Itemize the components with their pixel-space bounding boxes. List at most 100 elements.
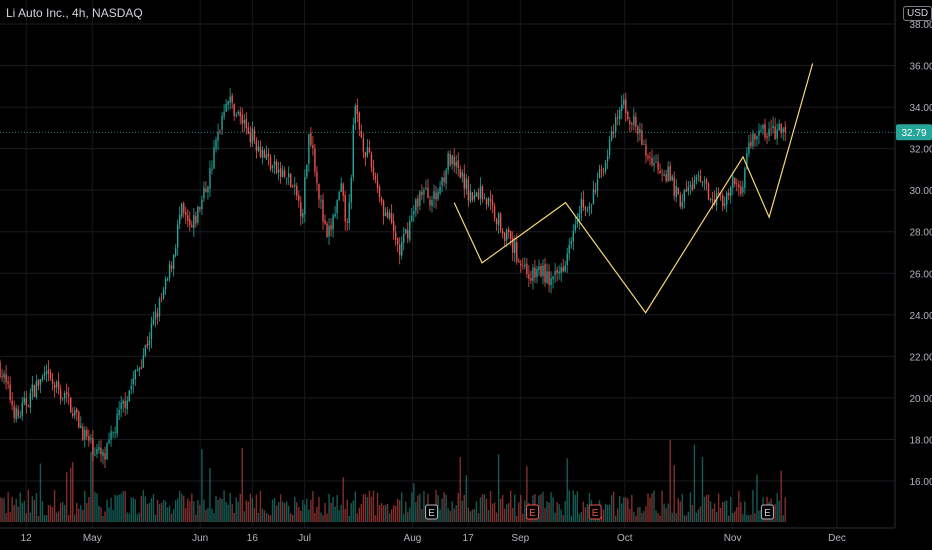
volume-bar [23,500,25,522]
volume-bar [168,505,171,522]
volume-bar [92,440,94,522]
candle-body [134,369,136,380]
candle-body [411,215,413,221]
earnings-marker[interactable] [425,504,439,520]
volume-bar [542,491,544,522]
candle-body [707,184,710,200]
earnings-marker[interactable] [588,504,602,520]
candle-body [17,409,19,417]
volume-bar [699,506,702,522]
volume-bar [287,505,290,522]
volume-bar [102,515,104,522]
candle-body [108,439,110,444]
currency-badge[interactable]: USD [903,6,932,21]
volume-bar [461,500,463,522]
volume-bar [705,495,708,522]
volume-bar [774,504,776,522]
candle-body [94,454,96,456]
x-tick-label: Oct [617,533,633,544]
pattern-line[interactable] [453,63,814,314]
volume-bar [653,490,655,522]
candle-body [176,224,179,248]
candle-body [568,244,570,254]
earnings-marker[interactable] [760,504,774,520]
candle-body [758,130,760,136]
volume-bar [320,512,322,522]
candle-body [1,376,3,377]
candle-body [221,115,223,130]
candle-body [405,228,407,234]
volume-bar [160,503,163,522]
candle-body [503,232,506,242]
volume-bar [661,490,663,522]
candle-body [677,187,679,195]
candle-body [88,435,90,441]
candle-body [413,211,415,215]
candle-body [72,413,74,417]
volume-bar [621,503,623,522]
candle-body [251,128,254,144]
volume-bar [82,509,84,522]
volume-bar [405,501,407,522]
candle-body [594,190,597,193]
candle-body [98,447,100,450]
candle-body [584,207,587,210]
volume-bar [657,513,659,522]
candle-body [364,152,367,158]
volume-bar [225,501,227,522]
candle-body [600,169,603,171]
candle-body [766,136,768,138]
volume-bar [380,503,383,522]
volume-bar [748,515,750,522]
candle-body [382,200,385,217]
volume-bar [86,503,88,522]
volume-bar [683,515,685,522]
candle-body [3,373,5,378]
volume-bar [477,513,480,522]
candle-body [451,155,453,164]
volume-bar [544,507,546,522]
candle-body [453,156,455,166]
volume-bar [394,506,397,522]
candle-body [342,184,344,196]
volume-bar [346,499,348,522]
volume-bar [271,499,274,522]
volume-bar [386,503,389,522]
earnings-marker[interactable] [526,504,539,520]
candle-body [433,191,435,199]
volume-bar [495,512,498,522]
candle-body [146,343,149,347]
candle-body [641,130,643,145]
volume-bar [338,510,340,522]
y-tick-label: 20.00 [909,394,932,405]
candle-body [296,186,298,196]
volume-bar [469,511,472,522]
candle-body [243,120,245,124]
volume-bar [449,510,451,522]
volume-bar [70,467,72,522]
volume-bar [681,493,683,522]
volume-bar [382,505,385,522]
candle-body [368,147,371,153]
volume-bar [63,504,66,522]
candle-body [736,183,738,185]
candle-body [15,408,17,420]
candle-body [721,195,724,207]
volume-bar [203,499,205,522]
candle-body [586,209,589,211]
candle-body [31,384,34,392]
candle-body [429,199,431,206]
candle-body [479,185,482,199]
chart-title: Li Auto Inc., 4h, NASDAQ [6,6,143,20]
candle-body [437,191,439,200]
volume-bar [719,507,722,522]
volume-bar [499,498,502,522]
volume-bar [740,502,742,522]
volume-bar [685,515,688,522]
volume-bar [580,511,583,522]
volume-bar [249,493,252,522]
volume-bar [187,498,189,522]
candle-body [189,219,191,226]
volume-bar [459,456,461,522]
